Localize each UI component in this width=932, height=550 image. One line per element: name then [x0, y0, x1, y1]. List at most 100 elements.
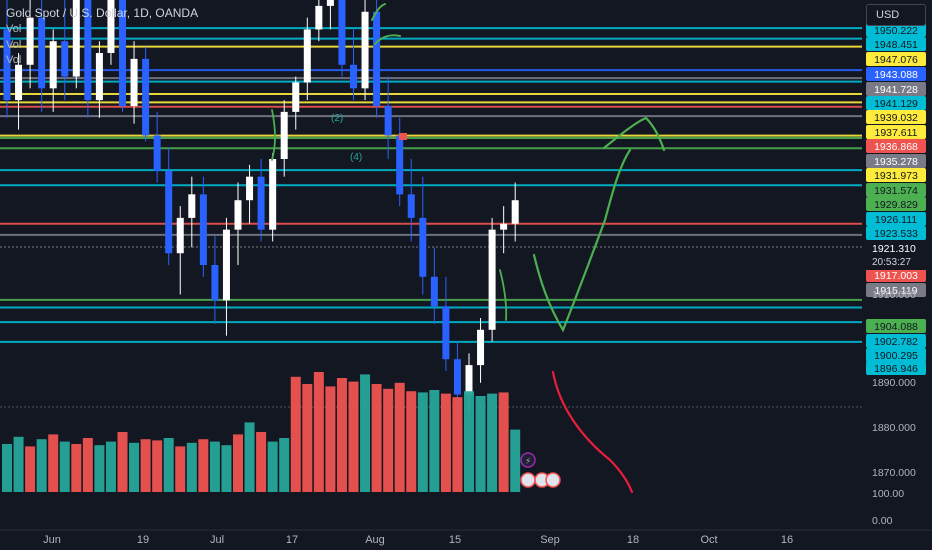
level-price-label: 1939.032	[874, 112, 918, 124]
candle-body	[61, 41, 69, 77]
level-price-label-bg	[866, 334, 926, 348]
forecast-up-arrow-drawing	[532, 148, 632, 333]
time-axis[interactable]: Jun 19 Jul 17 Aug 15 Sep 18 Oct 16	[0, 529, 932, 550]
green-mid-drawing	[271, 109, 508, 321]
candle-body	[396, 135, 404, 195]
volume-bar	[71, 444, 82, 492]
volume-bar	[394, 382, 405, 492]
candle-body	[84, 0, 92, 101]
candle-body	[280, 111, 288, 159]
volume-bar	[198, 439, 209, 492]
volume-legend-label[interactable]: Vol	[6, 23, 22, 35]
candle-body	[49, 41, 57, 89]
candle-body	[511, 200, 519, 224]
volume-bar	[244, 422, 255, 492]
volume-bar	[36, 439, 47, 492]
volume-bar	[163, 438, 174, 492]
currency-selector[interactable]: USD	[866, 4, 926, 26]
volume-legend-label[interactable]: Vol	[6, 54, 22, 66]
candle-body	[292, 82, 300, 112]
level-price-label-bg	[866, 361, 926, 375]
candle-body	[361, 11, 369, 89]
volume-bar	[417, 392, 428, 492]
level-price-label-bg	[866, 110, 926, 124]
level-price-label: 1941.728	[874, 84, 918, 96]
volume-bar	[82, 438, 93, 492]
time-tick-label: Jul	[210, 534, 224, 546]
volume-bar	[452, 397, 463, 492]
candle-body	[246, 176, 254, 201]
candle-body	[338, 0, 346, 65]
candle-body	[407, 194, 415, 218]
level-price-label: 1948.451	[874, 39, 918, 51]
candle-body	[257, 176, 265, 230]
level-price-label-bg	[866, 197, 926, 211]
countdown-label: 20:53:27	[872, 257, 911, 268]
level-price-label-bg	[866, 67, 926, 81]
volume-legend-label[interactable]: Vol	[6, 39, 22, 51]
volume-bar	[129, 442, 140, 492]
candle-body	[38, 17, 46, 89]
volume-bar	[360, 374, 371, 492]
level-price-label: 1900.295	[874, 350, 918, 362]
level-price-label: 1917.003	[874, 270, 918, 282]
us-flag-event-icon[interactable]	[545, 472, 561, 488]
level-price-label-bg	[866, 82, 926, 96]
green-top-drawing	[371, 3, 401, 45]
time-tick-label: Jun	[43, 534, 61, 546]
volume-bar	[313, 372, 324, 492]
price-tick-label: 1890.000	[872, 377, 916, 389]
candle-body	[176, 217, 184, 254]
volume-bar	[25, 446, 36, 492]
time-tick-label: 15	[449, 534, 461, 546]
earnings-icon[interactable]	[520, 452, 536, 468]
candle-body	[153, 135, 161, 171]
volume-bar	[406, 391, 417, 492]
volume-tick-label: 0.00	[872, 515, 893, 527]
price-axis[interactable]: 1950.222 1948.451 1947.076 1943.088 1941.728…	[862, 0, 932, 550]
volume-bar	[475, 396, 486, 492]
level-price-label: 1902.782	[874, 336, 918, 348]
candle-body	[465, 365, 473, 395]
candle-body	[234, 200, 242, 230]
candle-body	[500, 223, 508, 230]
price-tick-label: 1870.000	[872, 467, 916, 479]
candle-body	[326, 0, 334, 6]
level-price-label-bg	[866, 168, 926, 182]
candle-body	[477, 329, 485, 366]
time-tick-label: 19	[137, 534, 149, 546]
volume-bar	[383, 388, 394, 492]
level-price-label: 1936.868	[874, 141, 918, 153]
candle-body	[419, 217, 427, 277]
level-price-label: 1896.946	[874, 363, 918, 375]
symbol-title[interactable]: Gold Spot / U.S. Dollar, 1D, OANDA	[6, 6, 199, 20]
alert-marker	[399, 133, 407, 140]
level-price-label-bg	[866, 212, 926, 226]
level-price-label-bg	[866, 96, 926, 110]
level-price-label-bg	[866, 23, 926, 37]
candle-body	[165, 170, 173, 254]
candle-body	[211, 265, 219, 301]
candle-body	[3, 29, 11, 101]
volume-bar	[117, 432, 128, 492]
volume-bar	[267, 441, 278, 492]
us-flag-event-icon[interactable]	[520, 472, 536, 488]
time-tick-label: Aug	[365, 534, 385, 546]
candle-body	[95, 53, 103, 101]
level-price-label-bg	[866, 348, 926, 362]
candle-body	[488, 229, 496, 330]
level-price-label: 1937.611	[874, 127, 917, 139]
candle-body	[350, 64, 357, 89]
candle-body	[119, 0, 126, 106]
current-price-badge	[866, 240, 926, 270]
level-price-label-bg	[866, 268, 926, 282]
time-tick-label: Sep	[540, 534, 560, 546]
volume-bar	[498, 392, 509, 492]
level-price-label: 1923.533	[874, 228, 918, 240]
volume-bar	[290, 376, 301, 492]
volume-bar	[221, 445, 232, 492]
volume-bar	[371, 384, 382, 492]
volume-bar	[348, 381, 359, 492]
level-price-label-bg	[866, 125, 926, 139]
